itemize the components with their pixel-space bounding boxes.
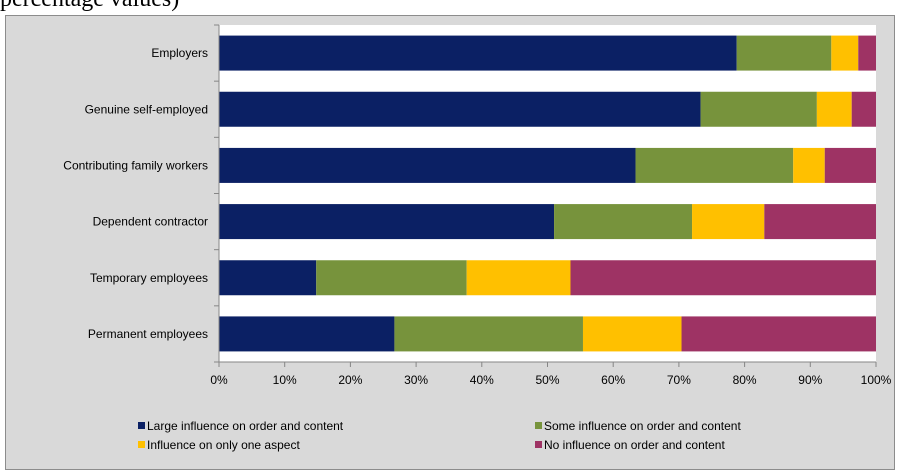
bar-segment [570,260,876,296]
legend-label: Some influence on order and content [544,419,741,433]
chart-caption: percentage values) [0,0,179,13]
bar-segment [316,260,467,296]
legend-swatch [535,441,542,448]
category-label: Temporary employees [90,271,208,285]
bar-segment [824,147,876,183]
x-tick-label: 40% [470,373,494,387]
x-tick-label: 50% [535,373,559,387]
bar-segment [466,260,571,296]
bar-segment [219,204,555,240]
x-tick-label: 10% [273,373,297,387]
bar-segment [219,316,395,352]
x-tick-label: 20% [338,373,362,387]
bar-segment [700,91,817,127]
legend-label: Influence on only one aspect [147,438,300,452]
bar-segment [681,316,876,352]
bar-segment [858,35,876,71]
bar-segment [219,260,317,296]
legend-label: Large influence on order and content [147,419,344,433]
x-tick-label: 100% [861,373,892,387]
category-label: Dependent contractor [93,215,208,229]
x-tick-label: 0% [210,373,228,387]
legend-swatch [138,422,145,429]
category-label: Permanent employees [88,327,208,341]
plot-area [219,25,876,362]
x-tick-label: 80% [733,373,757,387]
bar-segment [764,204,876,240]
bar-segment [831,35,859,71]
bar-segment [219,91,701,127]
x-tick-label: 90% [798,373,822,387]
bar-segment [219,35,737,71]
bar-segment [793,147,825,183]
bar-segment [582,316,682,352]
bar-segment [554,204,693,240]
category-label: Genuine self-employed [85,102,208,116]
x-tick-label: 60% [601,373,625,387]
legend-swatch [535,422,542,429]
bar-segment [219,147,636,183]
bar-segment [635,147,794,183]
bar-segment [816,91,852,127]
category-label: Employers [151,46,208,60]
legend-swatch [138,441,145,448]
bar-segment [851,91,876,127]
bar-segment [394,316,583,352]
x-tick-label: 70% [667,373,691,387]
x-tick-label: 30% [404,373,428,387]
bar-segment [736,35,832,71]
legend-label: No influence on order and content [544,438,725,452]
bar-segment [692,204,765,240]
category-label: Contributing family workers [63,158,208,172]
